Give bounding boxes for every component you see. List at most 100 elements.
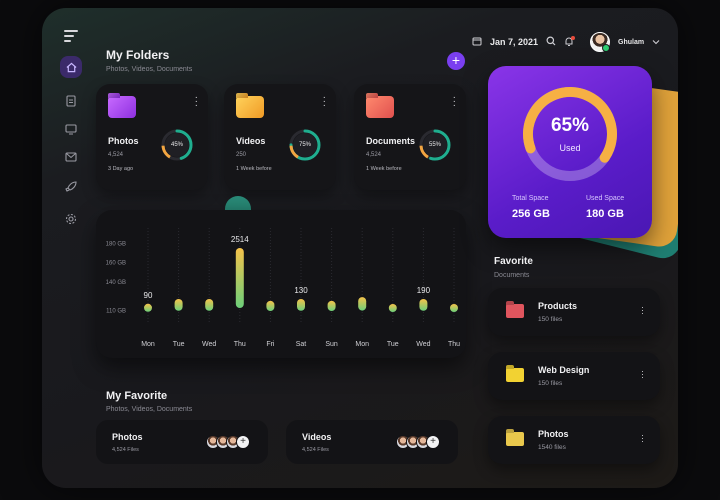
- storage-ring: [523, 87, 617, 181]
- x-tick-label: Mon: [355, 341, 369, 348]
- folder-percent: 75%: [298, 142, 311, 148]
- menu-icon[interactable]: [64, 30, 78, 45]
- x-tick-label: Sat: [296, 341, 307, 348]
- data-label: 190: [417, 286, 431, 295]
- favorite-item-photos[interactable]: Photos 1540 files · · ·: [488, 416, 660, 464]
- total-space-value: 256 GB: [512, 208, 550, 220]
- folder-icon: [108, 96, 136, 118]
- add-member-button[interactable]: +: [426, 435, 440, 449]
- folders-title: My Folders: [106, 48, 170, 62]
- data-label: 130: [294, 286, 308, 295]
- avatar[interactable]: [590, 32, 611, 52]
- folder-icon: [506, 368, 524, 382]
- favorite-item-name: Web Design: [538, 365, 590, 375]
- y-tick-label: 110 GB: [106, 308, 126, 314]
- x-tick-label: Fri: [266, 341, 275, 348]
- folder-percent: 45%: [170, 142, 183, 148]
- data-label: 90: [144, 291, 153, 300]
- folder-icon: [506, 432, 524, 446]
- more-icon[interactable]: · · ·: [641, 430, 644, 446]
- gear-icon[interactable]: [60, 208, 82, 230]
- folder-name: Videos: [236, 136, 266, 146]
- dashboard-window: My Folders Photos, Videos, Documents + J…: [42, 8, 678, 488]
- my-favorite-videos[interactable]: Videos 4,524 Files +: [286, 420, 458, 464]
- home-icon[interactable]: [60, 56, 82, 78]
- x-tick-label: Thu: [448, 341, 460, 348]
- data-label: 2514: [231, 235, 249, 244]
- used-space-label: Used Space: [586, 195, 625, 202]
- chart-bar: [144, 303, 152, 312]
- chart-bar: [358, 297, 367, 311]
- chart-bar: [450, 304, 458, 312]
- folder-card-videos[interactable]: · · · Videos 250 1 Week before 75%: [224, 84, 336, 190]
- chart-bar: [297, 298, 305, 311]
- x-tick-label: Tue: [173, 341, 185, 348]
- add-member-button[interactable]: +: [236, 435, 250, 449]
- folder-name: Documents: [366, 136, 416, 146]
- bell-icon[interactable]: [564, 35, 576, 49]
- folder-icon: [506, 304, 524, 318]
- top-bar: Jan 7, 2021 Ghulam: [472, 32, 660, 52]
- chart-bar: [419, 298, 428, 311]
- y-tick-label: 160 GB: [106, 261, 126, 267]
- search-icon[interactable]: [546, 36, 556, 48]
- x-tick-label: Wed: [416, 341, 430, 348]
- folder-count: 4,524: [108, 152, 124, 158]
- y-tick-label: 140 GB: [106, 280, 126, 286]
- my-favorite-photos[interactable]: Photos 4,524 Files +: [96, 420, 268, 464]
- favorite-card-name: Videos: [302, 432, 332, 442]
- chart-bar: [327, 300, 336, 311]
- storage-chart-card: 180 GB 160 GB 140 GB 110 GB 90 Mon Tue Wed 2514 T…: [96, 210, 466, 358]
- used-space-value: 180 GB: [586, 208, 624, 220]
- total-space-label: Total Space: [512, 195, 549, 202]
- more-icon[interactable]: · · ·: [641, 366, 644, 382]
- progress-ring: [419, 129, 451, 161]
- folder-percent: 55%: [428, 142, 441, 148]
- favorite-item-count: 150 files: [538, 316, 563, 323]
- date-label: Jan 7, 2021: [490, 37, 539, 47]
- more-icon[interactable]: · · ·: [194, 92, 198, 111]
- favorite-card-count: 4,524 Files: [302, 447, 329, 453]
- folder-name: Photos: [108, 136, 139, 146]
- bar-chart: 180 GB 160 GB 140 GB 110 GB 90 Mon Tue Wed 2514 T…: [106, 228, 460, 348]
- user-name: Ghulam: [618, 38, 645, 46]
- chart-bar: [205, 298, 214, 311]
- my-favorite-subtitle: Photos, Videos, Documents: [106, 406, 193, 413]
- x-tick-label: Mon: [141, 341, 155, 348]
- add-folder-button[interactable]: +: [447, 52, 465, 70]
- favorite-title: Favorite: [494, 256, 533, 267]
- progress-ring: [289, 129, 321, 161]
- document-icon[interactable]: [60, 90, 82, 112]
- x-tick-label: Tue: [387, 341, 399, 348]
- favorite-item-count: 150 files: [538, 380, 563, 387]
- x-tick-label: Sun: [325, 341, 338, 348]
- more-icon[interactable]: · · ·: [641, 302, 644, 318]
- favorite-card-name: Photos: [112, 432, 143, 442]
- monitor-icon[interactable]: [60, 118, 82, 140]
- favorite-item-name: Products: [538, 301, 578, 311]
- favorite-item-web-design[interactable]: Web Design 150 files · · ·: [488, 352, 660, 400]
- rocket-icon[interactable]: [60, 176, 82, 198]
- folder-card-documents[interactable]: · · · Documents 4,524 1 Week before 55%: [354, 84, 466, 190]
- folder-card-photos[interactable]: · · · Photos 4,524 3 Day ago 45%: [96, 84, 208, 190]
- favorite-subtitle: Documents: [494, 272, 530, 279]
- calendar-icon[interactable]: [472, 36, 482, 48]
- mail-icon[interactable]: [60, 146, 82, 168]
- shared-avatars: +: [396, 435, 440, 449]
- chart-bar: [174, 298, 183, 311]
- folder-icon: [366, 96, 394, 118]
- more-icon[interactable]: · · ·: [322, 92, 326, 111]
- storage-card: 65% Used Total Space 256 GB Used Space 1…: [488, 66, 652, 238]
- favorite-item-products[interactable]: Products 150 files · · ·: [488, 288, 660, 336]
- storage-percent: 65%: [550, 115, 590, 136]
- more-icon[interactable]: · · ·: [452, 92, 456, 111]
- chart-bar: [235, 248, 244, 308]
- shared-avatars: +: [206, 435, 250, 449]
- folder-time: 3 Day ago: [108, 166, 134, 172]
- favorite-item-count: 1540 files: [538, 444, 566, 451]
- chevron-down-icon[interactable]: [652, 37, 660, 47]
- folder-count: 250: [236, 152, 247, 158]
- favorite-item-name: Photos: [538, 429, 569, 439]
- chart-bar: [266, 300, 275, 311]
- my-favorite-title: My Favorite: [106, 390, 168, 402]
